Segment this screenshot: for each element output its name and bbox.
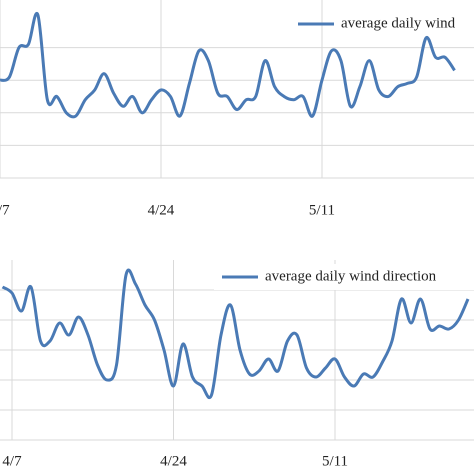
x-tick-label: 4/24 bbox=[160, 453, 187, 469]
legend-label: average daily wind direction bbox=[265, 268, 437, 284]
legend-label: average daily wind bbox=[341, 15, 456, 31]
x-tick-label: 5/11 bbox=[322, 453, 348, 469]
line-series bbox=[1, 268, 470, 400]
x-tick-label: 4/7 bbox=[2, 453, 22, 469]
x-tick-label: 5/11 bbox=[309, 202, 335, 218]
line-series bbox=[0, 11, 456, 119]
x-tick-label: 4/24 bbox=[148, 202, 175, 218]
x-tick-label: 4/7 bbox=[0, 202, 10, 218]
